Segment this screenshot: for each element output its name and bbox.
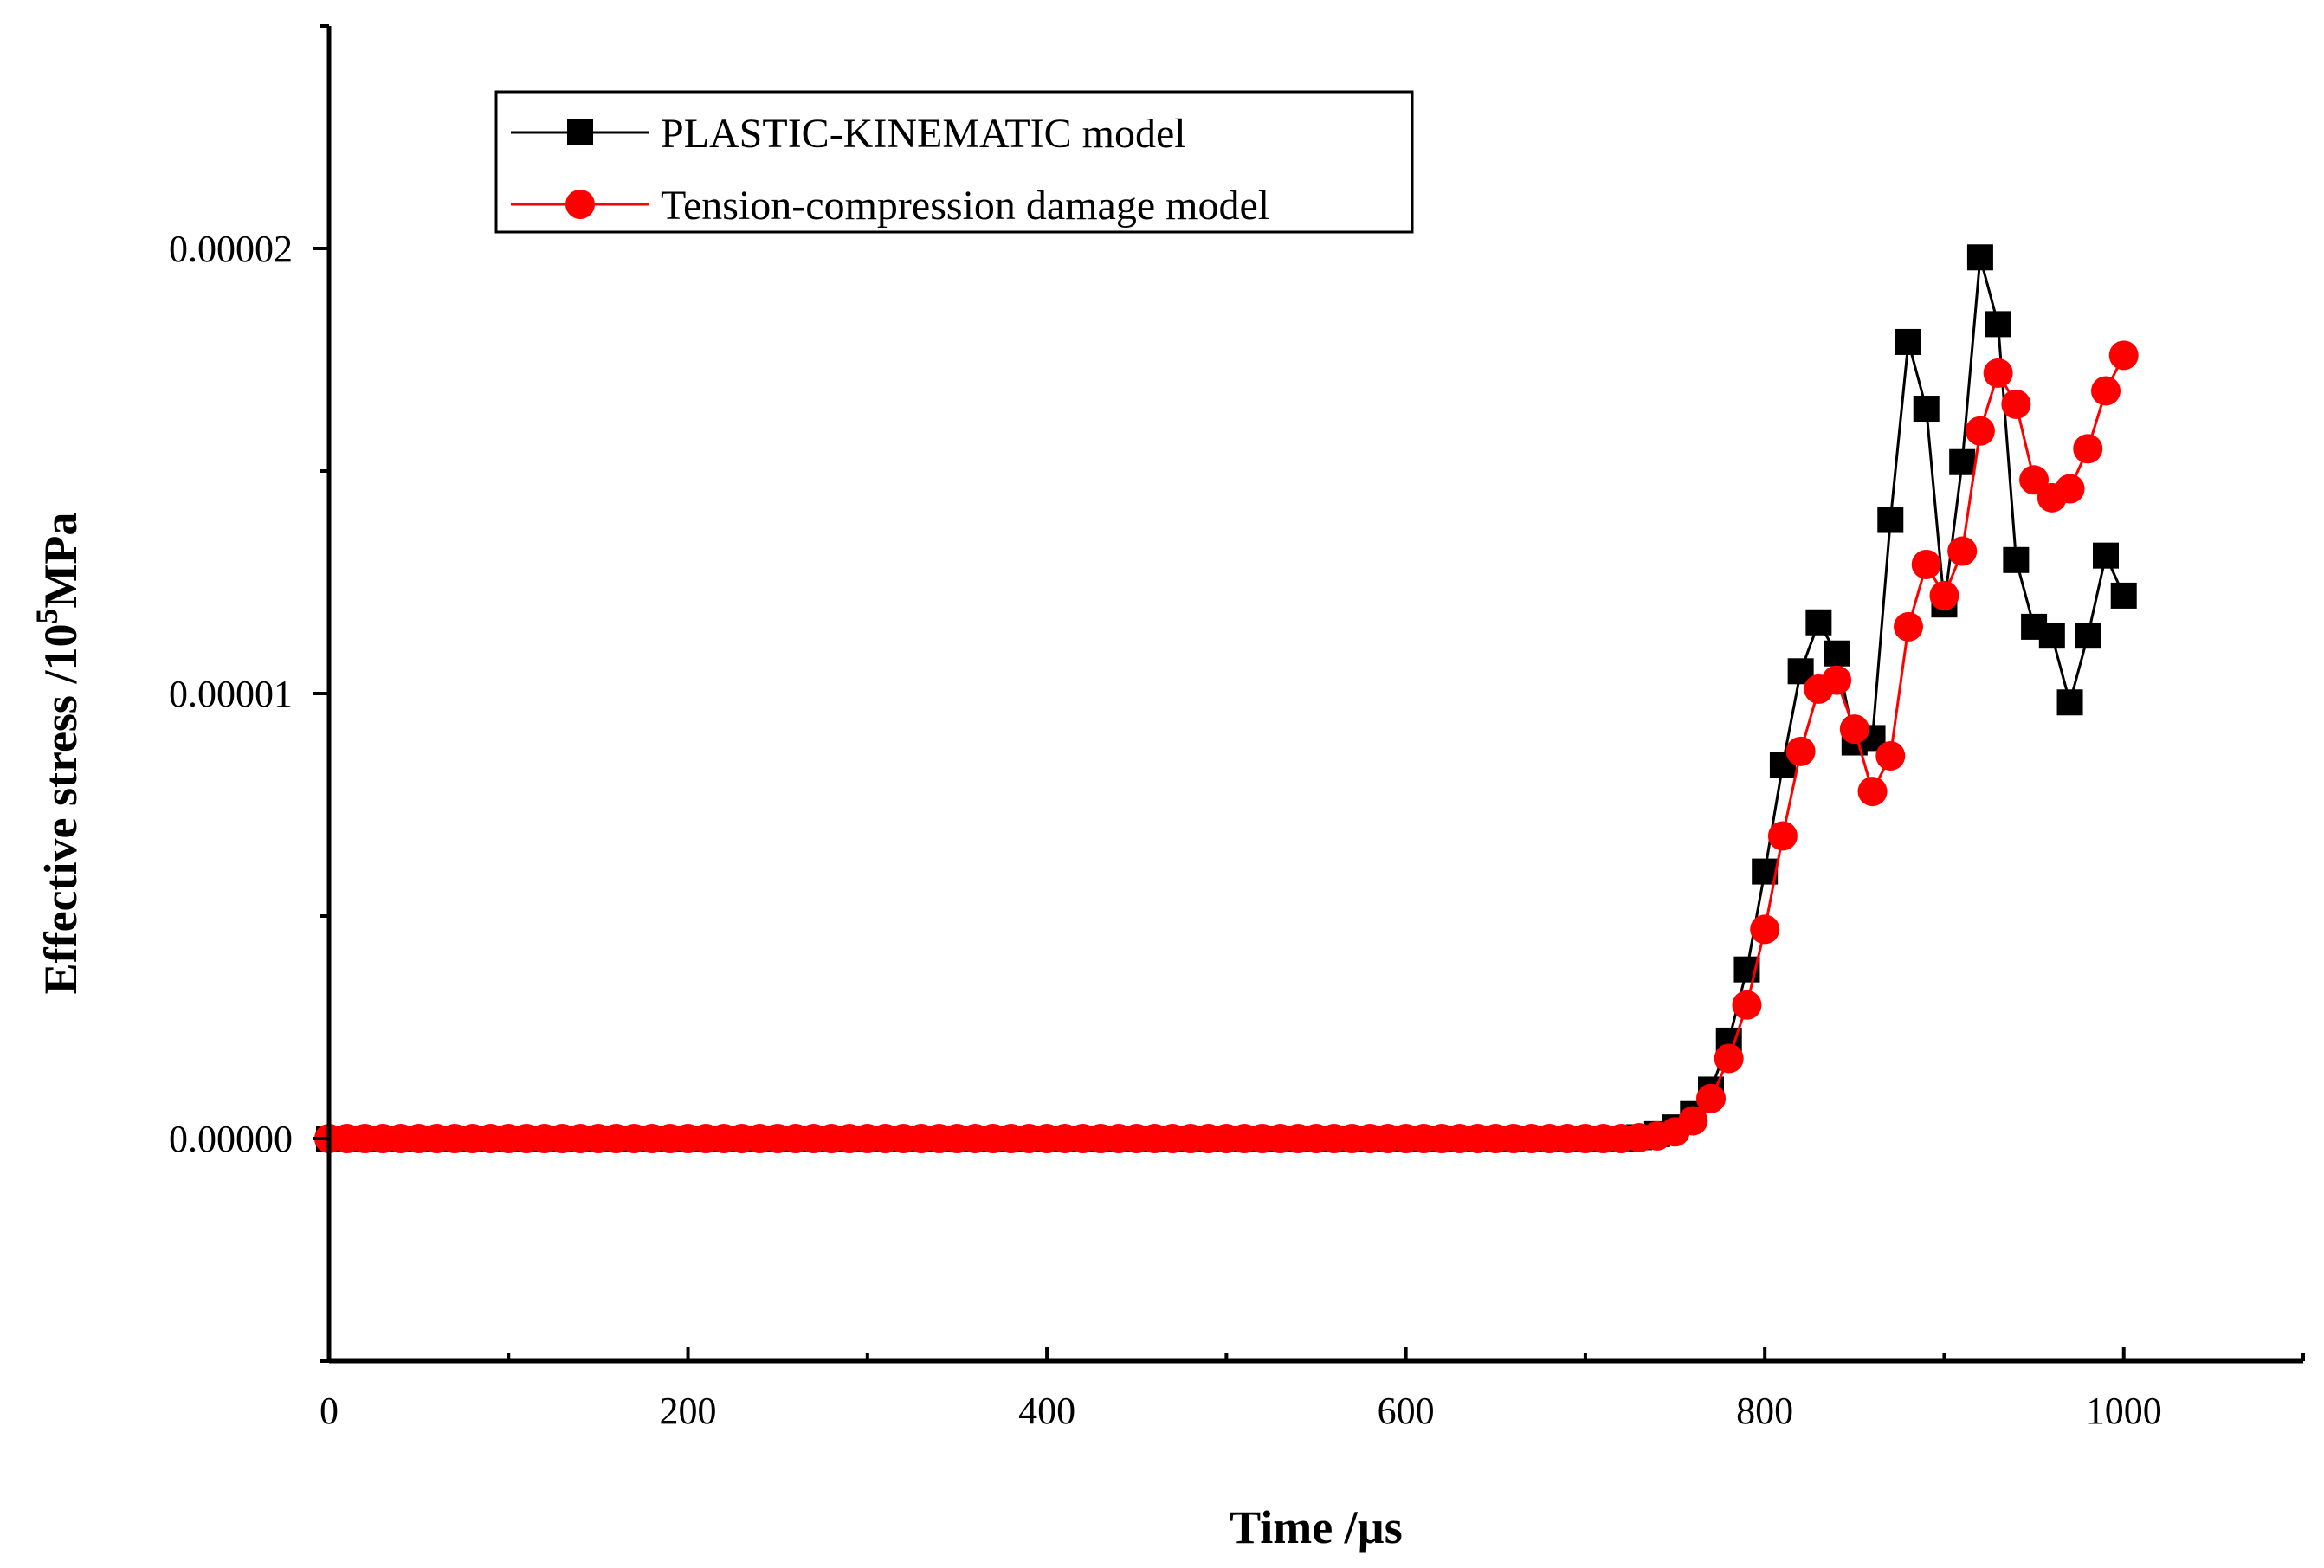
data-point-damage [1983, 358, 2013, 388]
data-point-plastic [2110, 582, 2137, 609]
y-axis-title-unit: MPa [35, 513, 87, 609]
data-point-damage [2108, 340, 2139, 371]
y-axis-title-base: Effective stress /10 [35, 624, 87, 995]
legend-marker-plastic [567, 119, 593, 145]
x-axis-title: Time /µs [1230, 1501, 1403, 1553]
data-point-damage [1965, 416, 1995, 446]
data-point-plastic [1805, 609, 1832, 636]
x-tick-label: 800 [1736, 1390, 1793, 1432]
data-point-damage [1839, 714, 1869, 745]
data-point-plastic [1966, 244, 1993, 271]
data-point-damage [2091, 376, 2121, 406]
legend-label-damage: Tension-compression damage model [661, 183, 1269, 229]
y-axis-title: Effective stress /105MPa [29, 513, 87, 995]
data-point-damage [1947, 536, 1978, 566]
data-point-plastic [1877, 507, 1904, 533]
data-point-damage [1714, 1043, 1744, 1074]
series-line-plastic [329, 256, 2126, 1140]
data-point-damage [1696, 1083, 1726, 1113]
data-point-damage [2019, 465, 2050, 495]
data-point-damage [1857, 777, 1888, 807]
data-point-damage [1732, 990, 1762, 1020]
y-tick-label: 0.00002 [169, 228, 293, 270]
data-point-plastic [1985, 311, 2011, 338]
data-point-plastic [2093, 542, 2119, 569]
data-point-damage [2055, 474, 2085, 504]
data-point-plastic [1913, 396, 1940, 423]
legend-label-plastic: PLASTIC-KINEMATIC model [661, 111, 1186, 157]
data-point-damage [2073, 434, 2103, 464]
data-point-plastic [1949, 448, 1976, 475]
x-tick-label: 400 [1018, 1390, 1075, 1432]
data-point-plastic [1895, 328, 1921, 355]
data-point-damage [1875, 740, 1906, 771]
data-point-damage [1785, 736, 1816, 766]
legend: PLASTIC-KINEMATIC model Tension-compress… [494, 90, 1414, 234]
y-ticks: 0.00000 0.00001 0.00002 [169, 24, 329, 1363]
data-point-damage [1678, 1106, 1708, 1136]
data-point-damage [1767, 821, 1798, 851]
x-tick-label: 0 [320, 1390, 339, 1432]
legend-marker-damage [565, 190, 595, 219]
data-point-damage [1894, 611, 1923, 642]
data-point-damage [1750, 914, 1780, 945]
y-axis-title-sup: 5 [29, 609, 64, 624]
legend-box [494, 90, 1414, 234]
data-point-plastic [2003, 546, 2030, 573]
x-tick-label: 1000 [2086, 1390, 2162, 1432]
data-point-damage [1929, 580, 1959, 610]
y-tick-label: 0.00001 [169, 673, 293, 715]
data-point-plastic [2056, 689, 2083, 716]
data-point-plastic [2038, 623, 2065, 649]
x-tick-label: 600 [1378, 1390, 1435, 1432]
data-point-damage [1911, 549, 1941, 579]
axes: 0 200 400 600 800 1000 0.00000 0.00001 0.00002 [169, 24, 2305, 1432]
y-tick-label: 0.00000 [169, 1118, 293, 1160]
x-ticks: 0 200 400 600 800 1000 [320, 1347, 2305, 1432]
data-point-plastic [2075, 623, 2101, 649]
data-point-damage [2001, 389, 2031, 419]
x-tick-label: 200 [660, 1390, 717, 1432]
data-point-plastic [1824, 640, 1850, 667]
data-point-damage [1822, 665, 1852, 695]
plot-series [314, 244, 2139, 1153]
